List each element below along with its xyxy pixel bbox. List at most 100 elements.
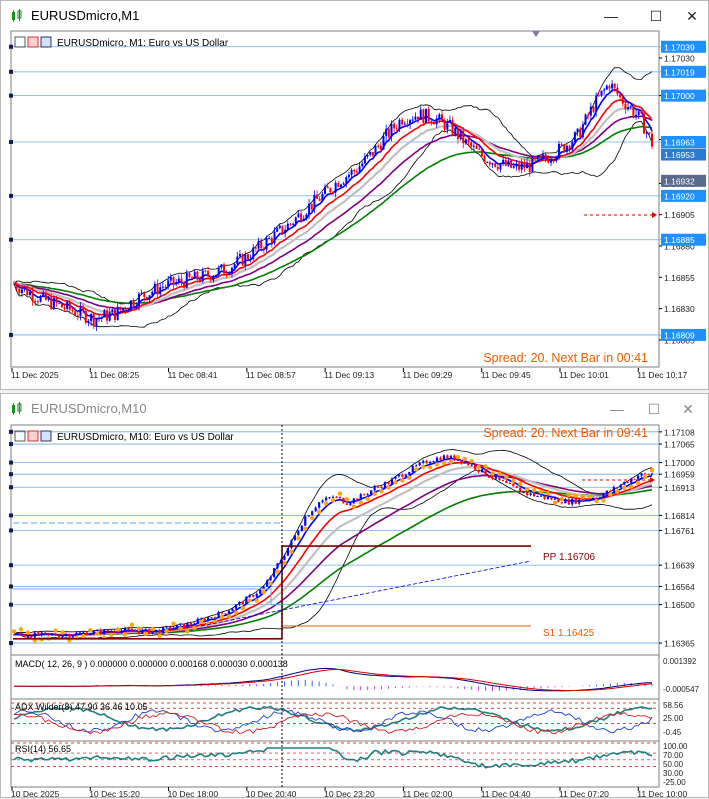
candle-body [140, 292, 143, 294]
candle-body [428, 461, 432, 464]
candle-body [50, 297, 53, 309]
candle-body [598, 497, 602, 499]
candle-body [496, 166, 499, 170]
close-button[interactable]: ✕ [686, 8, 698, 24]
candle-body [304, 516, 307, 526]
chart-window-m1[interactable]: EURUSDmicro,M1 — ☐ ✕ 1.17030 1.17000 1.169… [0, 0, 709, 390]
window-titlebar[interactable]: EURUSDmicro,M1 — ☐ ✕ [1, 1, 708, 31]
candle-body [259, 589, 262, 594]
candle-body [96, 629, 99, 631]
candle-body [648, 132, 651, 134]
candle-body [390, 123, 393, 137]
candle-body [616, 487, 619, 489]
window-title: EURUSDmicro,M1 [31, 8, 140, 23]
sar-dot [316, 509, 322, 515]
sar-dot [18, 627, 24, 632]
minimize-button[interactable]: — [604, 8, 618, 24]
sar-dot [296, 536, 301, 541]
candle-body [120, 630, 123, 633]
candle-body [64, 634, 68, 636]
window-titlebar[interactable]: EURUSDmicro,M10 — ☐ ✕ [1, 394, 708, 424]
candle-body [507, 160, 510, 166]
candle-body [58, 303, 61, 305]
candle-body [463, 462, 466, 464]
sar-dot [323, 501, 329, 506]
candle-body [116, 632, 120, 634]
candle-body [565, 145, 568, 152]
maximize-button[interactable]: ☐ [649, 8, 663, 24]
candle-body [183, 282, 186, 288]
candle-body [109, 631, 113, 633]
candle-body [308, 203, 311, 215]
sar-dot [545, 491, 551, 496]
candle-body [355, 171, 358, 173]
candle-body [523, 163, 526, 169]
candle-body [145, 296, 148, 300]
candle-body [505, 480, 508, 484]
level-anchor-marker [9, 460, 13, 465]
price-box-label: 1.16920 [664, 191, 695, 201]
candle-body [137, 293, 140, 306]
candle-body [313, 194, 316, 210]
candle-body [480, 469, 484, 473]
rsi-label: RSI(14) 56.65 [15, 744, 71, 754]
candle-body [254, 247, 257, 249]
sar-dot [11, 629, 17, 634]
level-anchor-marker [9, 44, 13, 49]
pivot-pp-line [13, 545, 531, 640]
minimize-button[interactable]: — [610, 401, 624, 417]
candle-body [462, 131, 465, 144]
candle-body [234, 604, 238, 609]
candle-body [76, 315, 79, 317]
level-anchor-marker [9, 513, 13, 518]
candle-body [494, 163, 497, 167]
candle-body [262, 586, 265, 590]
candle-body [204, 270, 207, 272]
candle-body [124, 308, 127, 311]
candle-body [539, 155, 542, 157]
candle-body [353, 169, 356, 172]
candle-body [409, 120, 412, 125]
level-anchor-marker [9, 69, 13, 74]
candle-body [383, 482, 387, 489]
chart-window-m10[interactable]: EURUSDmicro,M10 — ☐ ✕ 0.001392 -0.000547 5… [0, 393, 709, 799]
shift-marker-icon[interactable] [532, 31, 540, 37]
x-tick-label: 10 Dec 20:40 [246, 789, 297, 799]
candle-body [347, 174, 350, 178]
candle-body [193, 271, 196, 279]
candle-body [324, 497, 328, 501]
candle-body [438, 114, 441, 119]
sar-dot [587, 494, 592, 499]
candle-body [151, 631, 154, 634]
close-button[interactable]: ✕ [682, 401, 694, 417]
level-anchor-marker [9, 641, 13, 646]
candle-body [161, 626, 165, 633]
x-tick-label: 11 Dec 09:13 [324, 370, 374, 380]
sar-dot [164, 628, 169, 634]
candle-body [498, 476, 501, 480]
level-anchor-marker [9, 472, 13, 477]
candle-body [435, 118, 438, 125]
price-box [661, 189, 706, 202]
candle-body [284, 229, 287, 234]
chart-symbol-label: EURUSDmicro, M10: Euro vs US Dollar [57, 432, 234, 443]
candle-body [114, 309, 117, 320]
candle-body [209, 276, 212, 281]
candle-body [26, 636, 29, 638]
candle-body [397, 474, 400, 477]
candle-body [307, 515, 310, 517]
y-tick-label: 1.17065 [664, 440, 695, 450]
sar-dot [649, 468, 655, 473]
sar-dot [88, 627, 93, 633]
candle-body [453, 455, 456, 461]
candle-body [584, 114, 587, 125]
candle-body [148, 628, 151, 634]
candle-body [446, 121, 449, 130]
maximize-button[interactable]: ☐ [647, 401, 661, 417]
candle-body [595, 95, 598, 112]
price-chart-m1[interactable]: 1.170301.170001.169651.169301.169051.168… [1, 29, 708, 389]
sar-dot [524, 486, 530, 492]
price-chart-m10[interactable]: 0.001392 -0.000547 58.56 25.00 -0.45 100.0070… [1, 421, 708, 799]
sar-dot [601, 498, 606, 503]
candle-body [200, 618, 203, 620]
